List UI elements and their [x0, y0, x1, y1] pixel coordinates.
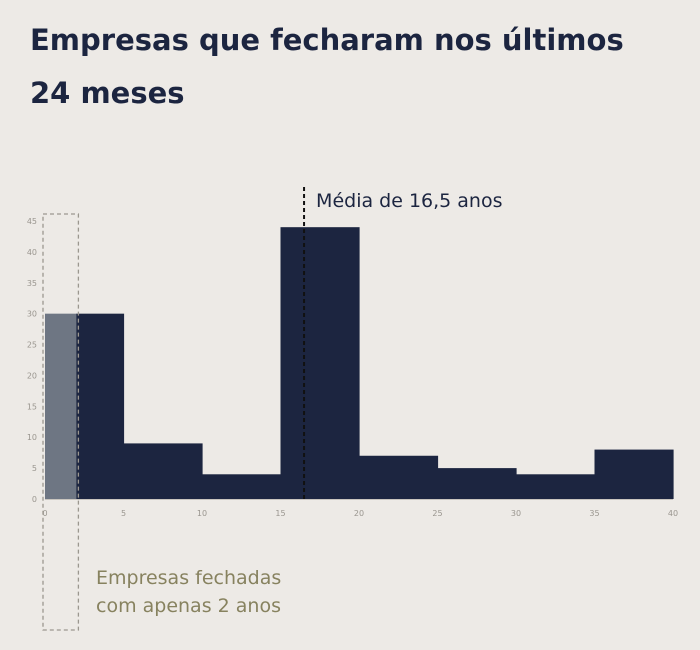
y-tick-label: 10	[27, 433, 37, 442]
histogram-bar	[202, 474, 282, 499]
x-tick-label: 25	[432, 509, 442, 518]
y-tick-label: 0	[32, 495, 37, 504]
x-tick-label: 5	[121, 509, 126, 518]
x-tick-label: 30	[511, 509, 521, 518]
mean-annotation: Média de 16,5 anos	[316, 190, 502, 212]
highlight-annotation-line: com apenas 2 anos	[96, 595, 281, 617]
histogram-bar	[437, 468, 517, 499]
y-tick-label: 35	[27, 279, 37, 288]
highlight-dashed-box	[42, 213, 80, 631]
x-tick-label: 20	[354, 509, 364, 518]
histogram-bar	[280, 227, 360, 499]
x-tick-label: 35	[589, 509, 599, 518]
x-tick-label: 40	[668, 509, 678, 518]
highlight-annotation-line: Empresas fechadas	[96, 567, 281, 589]
y-tick-label: 20	[27, 371, 37, 380]
x-tick-label: 0	[42, 509, 47, 518]
chart-title: Empresas que fecharam nos últimos 24 mes…	[30, 23, 624, 110]
y-tick-label: 40	[27, 248, 37, 257]
y-tick-label: 30	[27, 310, 37, 319]
x-tick-label: 15	[275, 509, 285, 518]
histogram-bar	[76, 313, 125, 499]
x-tick-label: 10	[197, 509, 207, 518]
y-tick-label: 5	[32, 464, 37, 473]
histogram-bar	[123, 443, 203, 499]
highlight-annotation: Empresas fechadas com apenas 2 anos	[96, 567, 281, 617]
y-tick-label: 15	[27, 402, 37, 411]
highlight-bar	[45, 313, 77, 499]
y-tick-label: 25	[27, 341, 37, 350]
y-tick-label: 45	[27, 217, 37, 226]
histogram-bar	[359, 455, 439, 499]
histogram-bar	[516, 474, 596, 499]
histogram-bar	[594, 449, 674, 499]
